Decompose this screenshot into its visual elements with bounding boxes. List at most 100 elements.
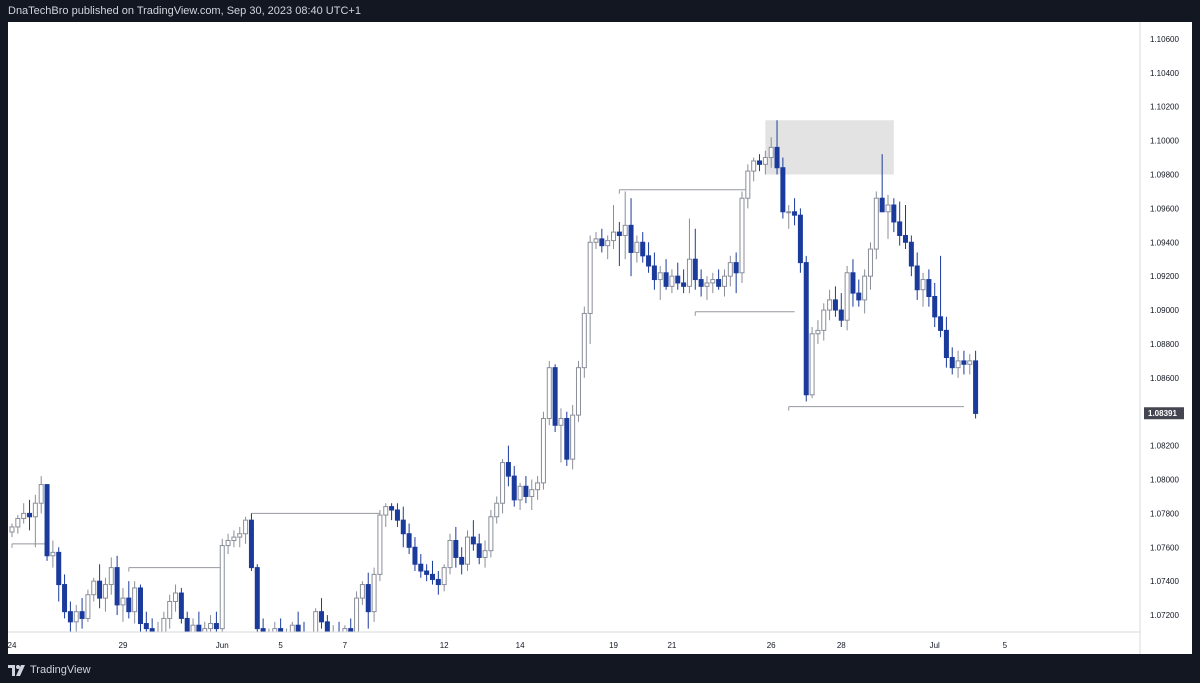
bullish-candle <box>155 631 161 632</box>
bearish-candle <box>832 299 838 311</box>
bearish-candle <box>961 360 967 365</box>
bearish-candle <box>973 360 979 414</box>
bearish-candle <box>932 296 938 318</box>
bearish-candle <box>278 628 284 632</box>
bullish-candle <box>73 611 79 623</box>
price-axis[interactable]: 1.10600 1.10400 1.10200 1.10000 1.09800 1.096… <box>1139 22 1184 654</box>
bearish-candle <box>856 292 862 301</box>
bullish-candle <box>581 312 587 369</box>
bullish-candle <box>488 516 494 552</box>
bearish-candle <box>938 316 944 331</box>
bullish-candle <box>190 624 196 632</box>
bullish-candle <box>657 272 663 281</box>
bearish-candle <box>27 512 33 518</box>
time-tick-label: 21 <box>667 641 676 650</box>
time-tick-label: 5 <box>1003 641 1008 650</box>
bullish-candle <box>32 502 38 518</box>
time-tick-label: 12 <box>440 641 449 650</box>
bullish-candle <box>219 545 225 630</box>
bearish-candle <box>926 279 932 297</box>
bullish-candle <box>669 275 675 287</box>
bullish-candle <box>721 275 727 287</box>
time-tick-label: 7 <box>343 641 348 650</box>
bullish-candle <box>751 160 757 172</box>
bearish-candle <box>213 623 219 630</box>
bullish-candle <box>38 484 44 504</box>
bullish-candle <box>173 592 179 602</box>
bullish-candle <box>50 551 56 557</box>
price-tick-label: 1.10200 <box>1150 103 1179 112</box>
bearish-candle <box>943 329 949 358</box>
bearish-candle <box>897 221 903 236</box>
bearish-candle <box>850 272 856 294</box>
bearish-candle <box>552 367 558 426</box>
bullish-candle <box>225 540 231 547</box>
bullish-candle <box>809 333 815 396</box>
bullish-candle <box>815 329 821 335</box>
bullish-candle <box>745 170 751 199</box>
bearish-candle <box>79 611 85 619</box>
bullish-candle <box>575 367 581 416</box>
bearish-candle <box>640 241 646 257</box>
bearish-candle <box>903 235 909 243</box>
bullish-candle <box>593 238 599 243</box>
bearish-candle <box>196 624 202 632</box>
bearish-candle <box>879 197 885 213</box>
bearish-candle <box>324 621 330 632</box>
bearish-candle <box>838 309 844 321</box>
candlestick-chart-svg[interactable]: 1.10600 1.10400 1.10200 1.10000 1.09800 1.096… <box>8 22 1192 654</box>
bullish-candle <box>243 519 249 535</box>
bearish-candle <box>733 262 739 274</box>
time-axis[interactable]: 24 29 Jun 5 7 12 14 19 21 26 28 Jul 5 <box>8 631 1140 650</box>
bearish-candle <box>97 580 103 599</box>
bullish-candle <box>786 211 792 214</box>
tradingview-logo[interactable]: TradingView <box>8 663 91 677</box>
bullish-candle <box>827 299 833 311</box>
time-tick-label: 29 <box>119 641 128 650</box>
bullish-candle <box>9 526 15 533</box>
price-tick-label: 1.08200 <box>1150 442 1179 451</box>
bullish-candle <box>727 262 733 277</box>
bearish-candle <box>914 265 920 291</box>
price-tick-label: 1.08000 <box>1150 476 1179 485</box>
bearish-candle <box>599 238 605 247</box>
bearish-candle <box>792 211 798 216</box>
bearish-candle <box>453 540 459 558</box>
bullish-candle <box>102 584 108 599</box>
bearish-candle <box>319 611 325 623</box>
bearish-candle <box>797 214 803 264</box>
bullish-candle <box>739 197 745 274</box>
current-price-badge <box>1144 407 1184 420</box>
bearish-candle <box>774 146 780 169</box>
bearish-candle <box>389 506 395 511</box>
bearish-candle <box>44 484 50 557</box>
bearish-candle <box>67 611 73 623</box>
bullish-candle <box>359 584 365 599</box>
bullish-candle <box>885 204 891 213</box>
bullish-candle <box>955 360 961 369</box>
bullish-candle <box>494 502 500 518</box>
price-chart[interactable]: 1.10600 1.10400 1.10200 1.10000 1.09800 1.096… <box>8 22 1192 654</box>
publisher-info: DnaTechBro published on TradingView.com,… <box>8 5 361 17</box>
bearish-candle <box>143 623 149 630</box>
bearish-candle <box>137 587 143 625</box>
bullish-candle <box>313 611 319 632</box>
horizontal-levels-layer <box>11 189 964 572</box>
bearish-candle <box>692 258 698 281</box>
bearish-candle <box>301 631 307 632</box>
bearish-candle <box>505 462 511 477</box>
bullish-candle <box>108 567 114 586</box>
supply-zone-rect <box>765 120 894 175</box>
bullish-candle <box>517 485 523 501</box>
bullish-candle <box>529 489 535 497</box>
bullish-candle <box>482 550 488 558</box>
bearish-candle <box>260 628 266 632</box>
bearish-candle <box>126 597 132 613</box>
bullish-candle <box>862 275 868 301</box>
bullish-candle <box>546 367 552 419</box>
bearish-candle <box>178 592 184 619</box>
bullish-candle <box>540 418 546 484</box>
price-tick-label: 1.09200 <box>1150 272 1179 281</box>
bearish-candle <box>716 279 722 287</box>
bullish-candle <box>447 540 453 569</box>
